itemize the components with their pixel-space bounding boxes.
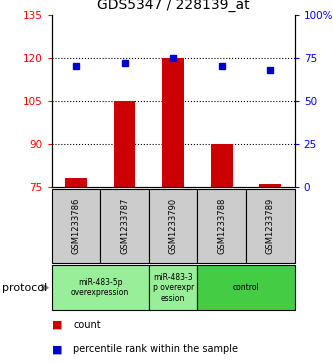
Text: count: count <box>73 320 101 330</box>
Text: ■: ■ <box>52 344 62 354</box>
Text: miR-483-3
p overexpr
ession: miR-483-3 p overexpr ession <box>153 273 194 303</box>
Bar <box>149 189 197 263</box>
Text: ■: ■ <box>52 320 62 330</box>
Bar <box>162 58 184 187</box>
Bar <box>211 144 233 187</box>
Text: control: control <box>233 283 259 292</box>
Bar <box>197 265 295 310</box>
Title: GDS5347 / 228139_at: GDS5347 / 228139_at <box>97 0 249 12</box>
Bar <box>197 189 246 263</box>
Bar <box>246 189 295 263</box>
Text: protocol: protocol <box>2 283 47 293</box>
Bar <box>149 265 197 310</box>
Bar <box>52 189 100 263</box>
Text: GSM1233790: GSM1233790 <box>168 198 178 254</box>
Text: GSM1233789: GSM1233789 <box>266 198 275 254</box>
Bar <box>259 184 281 187</box>
Text: GSM1233786: GSM1233786 <box>71 198 81 254</box>
Text: percentile rank within the sample: percentile rank within the sample <box>73 344 238 354</box>
Text: GSM1233788: GSM1233788 <box>217 198 226 254</box>
Text: miR-483-5p
overexpression: miR-483-5p overexpression <box>71 278 129 297</box>
Bar <box>52 265 149 310</box>
Text: GSM1233787: GSM1233787 <box>120 198 129 254</box>
Bar <box>65 178 87 187</box>
Bar <box>114 101 136 187</box>
Bar <box>100 189 149 263</box>
